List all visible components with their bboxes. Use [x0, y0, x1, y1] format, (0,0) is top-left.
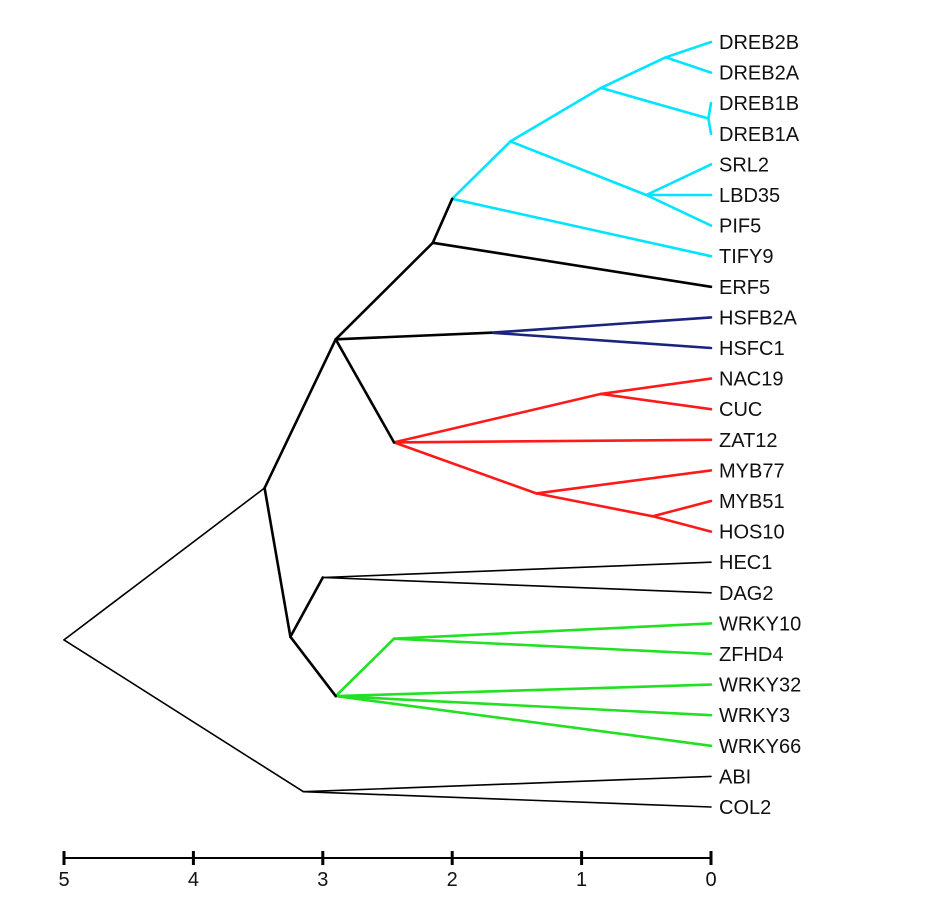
- branch-n_abi-to-COL2: [302, 790, 712, 808]
- branch-n_dreb-to-n_dreb2: [599, 55, 668, 90]
- axis-tick-label-3: 3: [317, 869, 328, 891]
- branch-n_myb-to-MYB77: [534, 469, 713, 495]
- branch-n_dreb2-to-DREB2B: [664, 40, 713, 59]
- branch-n_myb51-to-HOS10: [651, 514, 713, 533]
- leaf-label-zat12: ZAT12: [719, 430, 778, 452]
- leaf-label-zfhd4: ZFHD4: [719, 644, 783, 666]
- branch-n_root-to-n_big: [63, 487, 266, 641]
- leaf-label-hec1: HEC1: [719, 552, 772, 574]
- leaf-label-lbd35: LBD35: [719, 185, 780, 207]
- leaf-label-abi: ABI: [719, 766, 751, 788]
- dendrogram-branches: [63, 40, 713, 808]
- branch-n_myb-to-n_myb51: [534, 492, 655, 518]
- leaf-label-dreb2a: DREB2A: [719, 63, 800, 85]
- leaf-label-pif5: PIF5: [719, 216, 761, 238]
- branch-n_big-to-n_hecgreen: [263, 486, 292, 639]
- leaf-label-cuc: CUC: [719, 399, 762, 421]
- leaf-label-hos10: HOS10: [719, 522, 785, 544]
- branch-n_hsf-to-HSFB2A: [489, 316, 713, 335]
- leaf-label-dreb2b: DREB2B: [719, 32, 799, 54]
- axis-tick-label-5: 5: [58, 869, 69, 891]
- distance-axis: 5 4 3 2 1 0: [58, 851, 717, 891]
- branch-n_green-to-n_wrky10: [334, 637, 396, 698]
- leaf-label-wrky3: WRKY3: [719, 705, 790, 727]
- branch-n_mid-to-n_red: [334, 337, 396, 444]
- leaf-label-wrky66: WRKY66: [719, 736, 801, 758]
- branch-n_red-to-ZAT12: [392, 438, 713, 444]
- branch-n_tify-to-n_cyan: [450, 140, 512, 201]
- leaf-label-hsfc1: HSFC1: [719, 338, 785, 360]
- axis-tick-label-2: 2: [447, 869, 458, 891]
- branch-n_hsf-to-HSFC1: [489, 331, 713, 350]
- leaf-labels: DREB2B DREB2A DREB1B DREB1A SRL2 LBD35 PIF5 TIF…: [719, 32, 801, 819]
- leaf-label-myb77: MYB77: [719, 460, 785, 482]
- branch-n_myb51-to-MYB51: [651, 499, 713, 518]
- branch-n_wrky10-to-WRKY10: [392, 622, 713, 641]
- branch-n_srl-to-PIF5: [644, 193, 713, 227]
- axis-tick-label-4: 4: [188, 869, 199, 891]
- branch-n_cyan-to-n_srl: [509, 140, 648, 197]
- branch-n_dreb2-to-DREB2A: [664, 55, 713, 74]
- leaf-label-hsfb2a: HSFB2A: [719, 307, 797, 329]
- branch-n_erf-to-ERF5: [431, 241, 713, 289]
- leaf-label-dreb1a: DREB1A: [719, 124, 800, 146]
- branch-n_wrky10-to-ZFHD4: [392, 637, 713, 656]
- branch-n_mid-to-n_erf: [334, 241, 435, 341]
- branch-n_mid-to-n_hsf: [334, 331, 493, 341]
- leaf-label-srl2: SRL2: [719, 154, 769, 176]
- branch-n_green-to-WRKY3: [334, 694, 713, 717]
- branch-n_hec-to-HEC1: [321, 561, 712, 579]
- branch-n_hecgreen-to-n_green: [289, 635, 338, 698]
- leaf-label-wrky10: WRKY10: [719, 613, 801, 635]
- leaf-label-wrky32: WRKY32: [719, 675, 801, 697]
- branch-n_big-to-n_mid: [263, 337, 338, 490]
- branch-n_abi-to-ABI: [302, 775, 712, 793]
- branch-n_red-to-n_nac: [392, 392, 603, 444]
- leaf-label-dreb1b: DREB1B: [719, 93, 799, 115]
- leaf-label-nac19: NAC19: [719, 369, 783, 391]
- leaf-label-dag2: DAG2: [719, 583, 773, 605]
- branch-n_dreb1-to-DREB1A: [707, 117, 713, 136]
- branch-n_green-to-WRKY32: [334, 683, 713, 698]
- leaf-label-erf5: ERF5: [719, 277, 770, 299]
- branch-n_srl-to-SRL2: [644, 163, 713, 197]
- branch-n_red-to-n_myb: [392, 441, 538, 495]
- branch-n_erf-to-n_tify: [431, 197, 454, 245]
- branch-n_dreb1-to-DREB1B: [707, 101, 713, 120]
- branch-n_hecgreen-to-n_hec: [289, 576, 325, 639]
- leaf-label-tify9: TIFY9: [719, 246, 773, 268]
- leaf-label-myb51: MYB51: [719, 491, 785, 513]
- branch-n_nac-to-NAC19: [599, 377, 713, 396]
- branch-n_hec-to-DAG2: [321, 576, 712, 594]
- leaf-label-col2: COL2: [719, 797, 771, 819]
- branch-n_root-to-n_abi: [63, 639, 305, 793]
- axis-tick-label-0: 0: [705, 869, 716, 891]
- branch-n_cyan-to-n_dreb: [509, 86, 603, 143]
- branch-n_nac-to-CUC: [599, 392, 713, 411]
- axis-tick-label-1: 1: [576, 869, 587, 891]
- branch-n_green-to-WRKY66: [334, 694, 713, 748]
- branch-n_tify-to-TIFY9: [450, 197, 713, 258]
- branch-n_dreb-to-n_dreb1: [599, 86, 710, 120]
